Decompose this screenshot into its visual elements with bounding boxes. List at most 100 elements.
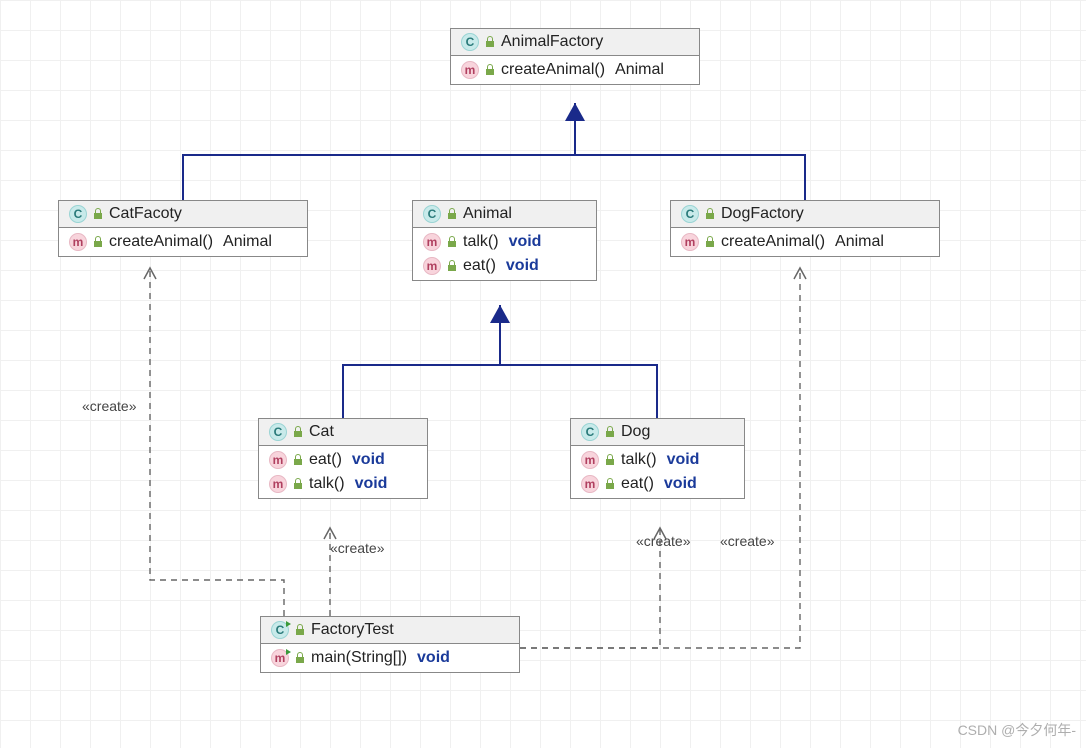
method-name: talk() (309, 475, 345, 493)
create-stereotype: «create» (720, 533, 774, 549)
class-dogFactory: DogFactory createAnimal() Animal (670, 200, 940, 257)
members: talk() void eat()void (413, 228, 596, 280)
method-name: main(String[]) (311, 649, 407, 667)
method-row: eat() void (571, 472, 744, 496)
method-icon (423, 233, 441, 251)
lock-icon (605, 427, 615, 437)
members: createAnimal() Animal (671, 228, 939, 256)
members: eat() void talk() void (259, 446, 427, 498)
class-name: Dog (621, 423, 650, 441)
class-name: Cat (309, 423, 334, 441)
return-type: void (664, 475, 697, 493)
generalization-arrowhead (565, 103, 585, 121)
method-icon (269, 475, 287, 493)
method-icon (69, 233, 87, 251)
class-name: Animal (463, 205, 512, 223)
lock-icon (605, 455, 615, 465)
lock-icon (295, 653, 305, 663)
method-row: talk() void (259, 472, 427, 496)
class-icon (461, 33, 479, 51)
lock-icon (293, 455, 303, 465)
lock-icon (705, 237, 715, 247)
class-catFactory: CatFacoty createAnimal() Animal (58, 200, 308, 257)
method-row: talk() void (571, 448, 744, 472)
method-row: main(String[]) void (261, 646, 519, 670)
class-animal: Animal talk() void eat()void (412, 200, 597, 281)
create-stereotype: «create» (330, 540, 384, 556)
method-name: eat() (309, 451, 342, 469)
lock-icon (485, 37, 495, 47)
dependency-arrowhead (144, 268, 156, 279)
return-type: void (509, 233, 542, 251)
class-title: DogFactory (671, 201, 939, 228)
class-title: Cat (259, 419, 427, 446)
return-type: void (667, 451, 700, 469)
method-row: eat()void (413, 254, 596, 278)
lock-icon (605, 479, 615, 489)
class-title: FactoryTest (261, 617, 519, 644)
class-icon (69, 205, 87, 223)
class-name: AnimalFactory (501, 33, 603, 51)
return-type: Animal (223, 233, 272, 251)
method-icon (269, 451, 287, 469)
method-name: talk() (621, 451, 657, 469)
members: main(String[]) void (261, 644, 519, 672)
return-type: void (352, 451, 385, 469)
members: createAnimal() Animal (59, 228, 307, 256)
return-type: void (417, 649, 450, 667)
return-type: Animal (835, 233, 884, 251)
method-name: talk() (463, 233, 499, 251)
method-name: createAnimal() (501, 61, 605, 79)
class-title: AnimalFactory (451, 29, 699, 56)
class-dog: Dog talk() void eat() void (570, 418, 745, 499)
lock-icon (293, 479, 303, 489)
edges-layer (0, 0, 1086, 748)
method-name: eat() (621, 475, 654, 493)
lock-icon (447, 237, 457, 247)
dependency-arrowhead (794, 268, 806, 279)
return-type: void (355, 475, 388, 493)
method-name: eat() (463, 257, 496, 275)
class-name: DogFactory (721, 205, 804, 223)
class-title: CatFacoty (59, 201, 307, 228)
members: talk() void eat() void (571, 446, 744, 498)
watermark: CSDN @今夕何年- (958, 720, 1076, 740)
method-icon (423, 257, 441, 275)
class-icon (581, 423, 599, 441)
class-icon (271, 621, 289, 639)
method-row: createAnimal() Animal (671, 230, 939, 254)
lock-icon (295, 625, 305, 635)
generalization-edge (500, 305, 657, 418)
class-cat: Cat eat() void talk() void (258, 418, 428, 499)
lock-icon (93, 209, 103, 219)
method-icon (581, 475, 599, 493)
generalization-edge (183, 103, 575, 200)
lock-icon (705, 209, 715, 219)
dependency-arrowhead (324, 528, 336, 539)
method-icon (271, 649, 289, 667)
class-icon (423, 205, 441, 223)
lock-icon (447, 261, 457, 271)
class-animalFactory: AnimalFactory createAnimal() Animal (450, 28, 700, 85)
class-factoryTest: FactoryTest main(String[]) void (260, 616, 520, 673)
generalization-arrowhead (490, 305, 510, 323)
class-title: Dog (571, 419, 744, 446)
create-stereotype: «create» (82, 398, 136, 414)
method-icon (681, 233, 699, 251)
class-name: CatFacoty (109, 205, 182, 223)
method-row: eat() void (259, 448, 427, 472)
method-row: createAnimal() Animal (451, 58, 699, 82)
method-row: talk() void (413, 230, 596, 254)
method-name: createAnimal() (109, 233, 213, 251)
class-name: FactoryTest (311, 621, 394, 639)
lock-icon (485, 65, 495, 75)
method-name: createAnimal() (721, 233, 825, 251)
class-icon (681, 205, 699, 223)
method-row: createAnimal() Animal (59, 230, 307, 254)
return-type: Animal (615, 61, 664, 79)
create-stereotype: «create» (636, 533, 690, 549)
class-title: Animal (413, 201, 596, 228)
lock-icon (93, 237, 103, 247)
members: createAnimal() Animal (451, 56, 699, 84)
method-icon (461, 61, 479, 79)
